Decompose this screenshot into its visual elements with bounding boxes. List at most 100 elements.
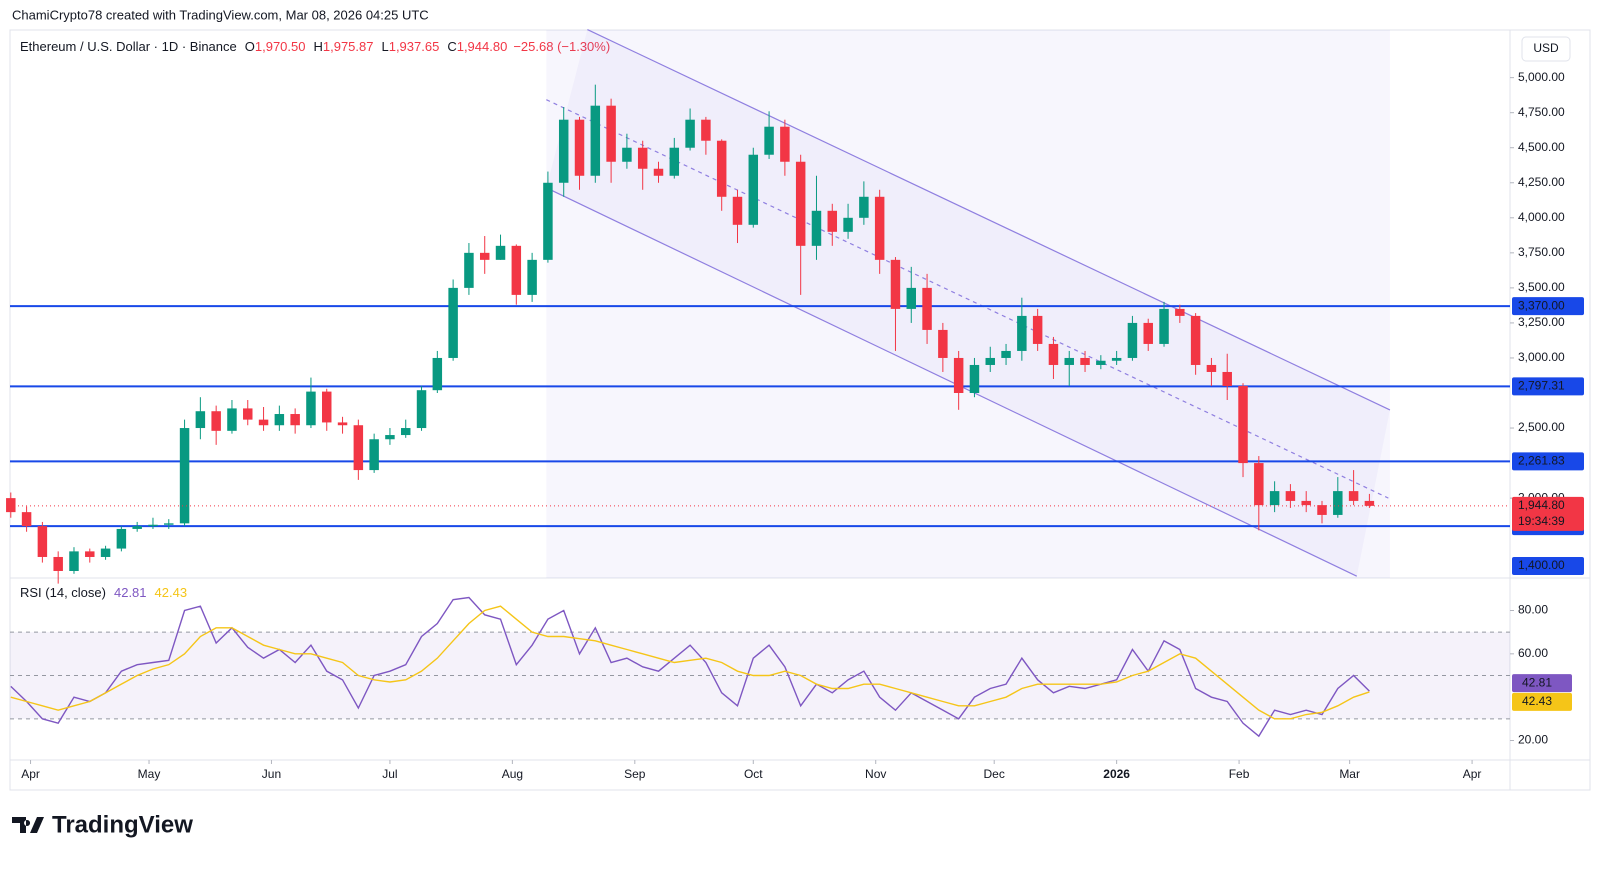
y-tick-label: 4,750.00 [1518,105,1565,119]
candle-body [748,154,759,225]
candle-body [811,210,822,246]
candle-body [1111,357,1122,361]
candle-body [732,196,743,225]
frame [9,29,1591,791]
channel-lower [546,187,1358,577]
rsi-legend: RSI (14, close) 42.81 42.43 [20,585,187,600]
rsi-line [10,596,1370,738]
legend-value: 42.43 [155,585,188,600]
candle-body [1143,322,1153,344]
y-tick-label: 5,000.00 [1518,70,1565,84]
candle-body [227,408,237,431]
candle-body [795,161,806,246]
x-tick-label: Apr [21,767,40,781]
y-tick-label: 20.00 [1518,733,1548,747]
candle-body [290,414,300,426]
candle-body [685,119,695,148]
candle-body [337,422,348,426]
level-label: 3,370.00 [1518,298,1565,312]
legend-value: 1,944.80 [457,39,508,54]
candle-body [464,252,474,288]
currency[interactable]: USD [1533,41,1559,55]
y-tick-label: 3,500.00 [1518,280,1565,294]
candle-body [1190,315,1201,365]
candle-body [1064,357,1074,365]
candle-body [637,147,648,169]
candle-body [100,548,111,557]
candle-body [606,105,616,162]
legend-value: 42.81 [114,585,147,600]
last-price-box [1512,496,1584,531]
rsi-bands [10,631,1510,720]
candle-body [369,439,379,471]
rsi-value-label: 42.81 [1522,675,1552,689]
candle-body [922,287,932,330]
y-tick-label: 2,500.00 [1518,420,1565,434]
candle-body [543,182,553,260]
x-tick-label: Jul [382,767,397,781]
candle-body [874,196,885,260]
candle-body [1269,491,1280,506]
candle-body [69,551,79,571]
channel-middle [546,99,1389,499]
x-tick-label: Feb [1229,767,1250,781]
legend-key: H [313,39,322,54]
level-label: 2,261.83 [1518,454,1565,468]
candle-body [780,126,790,162]
candle-body [1175,308,1185,316]
candle-body [985,357,995,365]
candle-body [1364,500,1375,506]
candle-body [1096,360,1106,365]
candle-body [1206,364,1217,372]
level-label-box [1512,297,1584,316]
candle-body [179,428,190,524]
candle-body [527,259,537,295]
rsi-value-box [1512,674,1572,693]
candle-body [116,528,127,549]
x-tick-label: Jun [262,767,281,781]
x-tick-label: Dec [984,767,1005,781]
brand: TradingView [52,811,193,838]
x-tick-label: Apr [1463,767,1482,781]
y-tick-label: 4,000.00 [1518,210,1565,224]
candle-body [1127,322,1138,358]
channel-price-box [1512,557,1584,575]
legend-value: 1,975.87 [323,39,374,54]
x-tick-label: Nov [865,767,886,781]
rsi-value-box [1512,692,1572,711]
y-tick-label: 4,250.00 [1518,175,1565,189]
candle-body [211,411,221,431]
candle-body [53,556,63,571]
candle-body [1048,343,1059,365]
level-label-box [1512,452,1584,471]
y-tick-label: 3,000.00 [1518,350,1565,364]
rsi-line [10,605,1370,720]
candle-body [669,147,680,176]
candle-body [1032,315,1043,344]
x-tick-label: Oct [744,767,763,781]
candle-body [243,408,253,420]
candle-body [6,498,16,513]
candle-body [1080,357,1090,365]
candle-body [827,210,838,232]
candle-body [701,119,711,141]
candle-body [195,411,206,429]
candle-body [716,140,727,197]
legend-key: C [447,39,456,54]
author-line: ChamiCrypto78 created with TradingView.c… [12,7,429,22]
x-tick-label: Aug [502,767,523,781]
candle-body [1317,505,1327,515]
x-tick-label: Sep [624,767,646,781]
logo-mark [12,817,44,833]
x-tick-label: 2026 [1103,767,1130,781]
currency-button[interactable] [1521,36,1571,62]
legend-change: −25.68 (−1.30%) [513,39,610,54]
level-label-box [1512,377,1584,396]
logo: TradingView [12,811,193,838]
y-tick-label: 4,500.00 [1518,140,1565,154]
candle-body [558,119,569,183]
candle-body [274,414,285,426]
rsi-value-label: 42.43 [1522,694,1552,708]
candle-body [511,245,522,295]
candle-body [1254,463,1264,506]
